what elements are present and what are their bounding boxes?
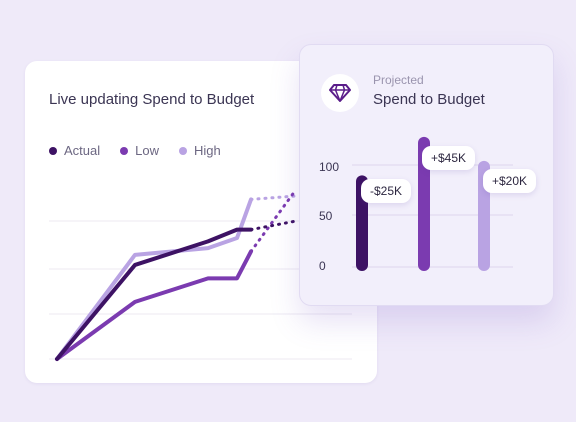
projected-spend-card: Projected Spend to Budget 100 50 0 -$25K… [299, 44, 554, 306]
line-chart-title: Live updating Spend to Budget [49, 91, 255, 108]
legend-label-low: Low [135, 143, 159, 158]
series-projection-low [249, 189, 297, 253]
bar-data-label: +$45K [422, 146, 476, 170]
legend-label-high: High [194, 143, 221, 158]
y-tick-label: 100 [319, 160, 340, 174]
diamond-icon-container [321, 74, 359, 112]
series-line-low [55, 249, 253, 361]
y-tick-label: 0 [319, 259, 326, 273]
bar-data-label: -$25K [361, 179, 412, 203]
diamond-icon [329, 84, 351, 102]
series-line-high [55, 197, 253, 361]
legend-item-high: High [179, 143, 221, 158]
legend-item-actual: Actual [49, 143, 100, 158]
legend-dot-low [120, 146, 129, 155]
bar-data-label: +$20K [483, 169, 537, 193]
projected-title: Spend to Budget [373, 91, 485, 108]
series-line-actual [55, 227, 253, 361]
legend: Actual Low High [49, 143, 221, 158]
legend-label-actual: Actual [64, 143, 101, 158]
y-tick-label: 50 [319, 209, 333, 223]
series-projection-high [249, 194, 297, 201]
legend-item-low: Low [120, 143, 159, 158]
bar [418, 136, 430, 271]
projected-subtitle: Projected [373, 73, 424, 87]
legend-dot-high [179, 146, 187, 155]
series-projection-actual [249, 219, 297, 232]
legend-dot-actual [49, 146, 57, 155]
